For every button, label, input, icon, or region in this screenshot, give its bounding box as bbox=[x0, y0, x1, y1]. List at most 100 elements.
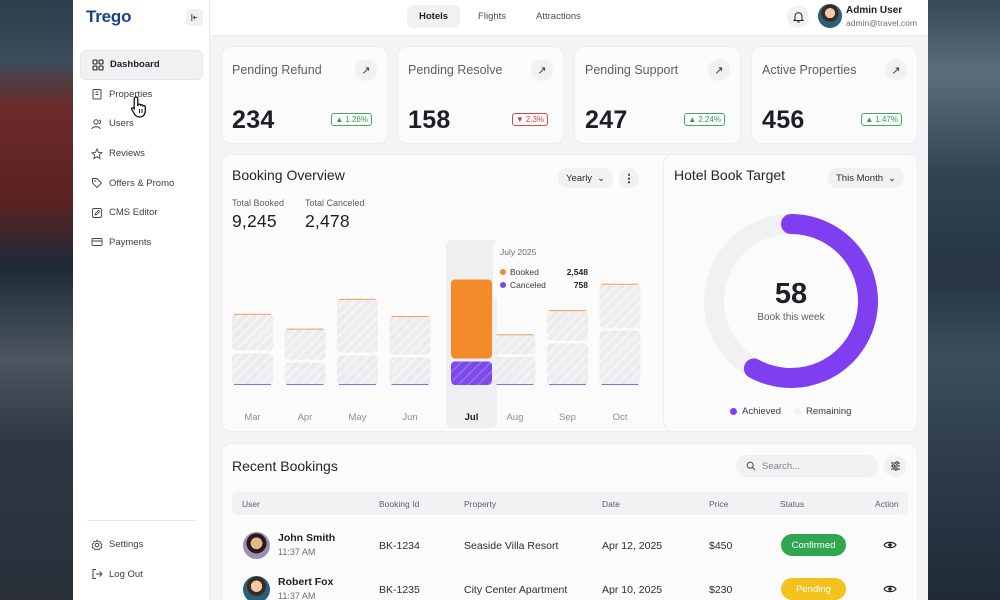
sidebar-item-users[interactable]: Users bbox=[80, 109, 203, 139]
column-header: Date bbox=[602, 499, 620, 509]
arrow-up-right-icon[interactable]: ↗ bbox=[355, 59, 377, 81]
sidebar-item-label: Reviews bbox=[109, 148, 145, 160]
booking-price: $230 bbox=[709, 584, 733, 596]
triangle-up-icon: ▲ bbox=[688, 115, 697, 124]
bar-booked-aug[interactable] bbox=[494, 334, 536, 355]
status-badge: Confirmed bbox=[781, 534, 846, 556]
top-tabs: Hotels Flights Attractions bbox=[407, 5, 593, 28]
bar-booked-may[interactable] bbox=[337, 298, 378, 353]
bar-booked-jun[interactable] bbox=[389, 315, 431, 355]
trend-value: 1.26% bbox=[345, 115, 368, 124]
target-donut-chart bbox=[704, 214, 878, 388]
filter-icon[interactable] bbox=[884, 455, 906, 477]
bar-canceled-jul[interactable] bbox=[451, 361, 492, 385]
avatar[interactable] bbox=[818, 4, 842, 28]
background-right bbox=[928, 0, 1000, 600]
period-dropdown[interactable]: Yearly ⌄ bbox=[558, 168, 614, 188]
tooltip-date: July 2025 bbox=[500, 247, 537, 257]
collapse-sidebar-icon[interactable] bbox=[186, 9, 203, 26]
target-period-dropdown[interactable]: This Month ⌄ bbox=[828, 168, 904, 188]
arrow-up-right-icon[interactable]: ↗ bbox=[531, 59, 553, 81]
star-icon bbox=[90, 147, 103, 160]
bar-booked-jul[interactable] bbox=[451, 279, 492, 359]
table-row[interactable]: John Smith 11:37 AM BK-1234 Seaside Vill… bbox=[232, 526, 908, 570]
bar-canceled-jun[interactable] bbox=[389, 357, 431, 385]
booking-bar-chart: Mar Apr May Jun Jul Aug Sep Oct bbox=[232, 240, 641, 428]
eye-icon[interactable] bbox=[883, 538, 897, 552]
logo[interactable]: Trego bbox=[86, 7, 132, 26]
sidebar-item-payments[interactable]: Payments bbox=[80, 228, 203, 258]
table-row[interactable]: Robert Fox 11:37 AM BK-1235 City Center … bbox=[232, 570, 908, 600]
search-input[interactable] bbox=[762, 460, 862, 472]
trend-value: 2.24% bbox=[698, 115, 721, 124]
stat-title: Pending Refund bbox=[232, 63, 322, 77]
property-name: City Center Apartment bbox=[464, 584, 568, 596]
sidebar-item-dashboard[interactable]: Dashboard bbox=[80, 50, 203, 80]
triangle-up-icon: ▲ bbox=[865, 115, 874, 124]
column-header: Booking Id bbox=[379, 499, 420, 509]
bar-canceled-apr[interactable] bbox=[284, 362, 326, 385]
bar-booked-apr[interactable] bbox=[284, 328, 326, 360]
bar-booked-sep[interactable] bbox=[547, 310, 588, 341]
trend-badge: ▲ 1.47% bbox=[861, 113, 902, 126]
sidebar-item-cms[interactable]: CMS Editor bbox=[80, 198, 203, 228]
trend-badge: ▼ 2.3% bbox=[511, 113, 548, 126]
stat-card-active-properties[interactable]: Active Properties ↗ 456 ▲ 1.47% bbox=[751, 46, 918, 144]
notification-bell-icon[interactable] bbox=[787, 6, 809, 28]
column-header: Status bbox=[780, 499, 805, 509]
tooltip-canceled-row: Canceled bbox=[500, 280, 546, 290]
sidebar-item-label: Log Out bbox=[109, 568, 143, 580]
tooltip-canceled-label: Canceled bbox=[510, 280, 546, 290]
trend-badge: ▲ 2.24% bbox=[684, 113, 725, 126]
sidebar-item-properties[interactable]: Properties bbox=[80, 80, 203, 110]
sidebar-item-label: Users bbox=[109, 118, 134, 130]
search-box[interactable] bbox=[736, 455, 878, 477]
legend-achieved: Achieved bbox=[730, 406, 781, 417]
sidebar: Trego Dashboard Properties Users Reviews bbox=[73, 0, 210, 600]
table-header: User Booking Id Property Date Price Stat… bbox=[232, 492, 908, 515]
sidebar-item-reviews[interactable]: Reviews bbox=[80, 139, 203, 169]
stat-title: Active Properties bbox=[762, 63, 857, 77]
bar-canceled-mar[interactable] bbox=[232, 353, 273, 385]
sidebar-item-label: CMS Editor bbox=[109, 207, 158, 219]
more-options-icon[interactable]: ⋮ bbox=[619, 168, 639, 188]
hotel-book-target-card: Hotel Book Target This Month ⌄ 58 Book t… bbox=[663, 154, 918, 432]
donut-achieved-arc bbox=[743, 214, 878, 388]
stat-card-pending-support[interactable]: Pending Support ↗ 247 ▲ 2.24% bbox=[574, 46, 741, 144]
tag-icon bbox=[90, 177, 103, 190]
legend-achieved-label: Achieved bbox=[742, 406, 782, 417]
grid-icon bbox=[91, 58, 104, 71]
card-icon bbox=[90, 236, 103, 249]
bar-canceled-oct[interactable] bbox=[599, 330, 641, 385]
arrow-up-right-icon[interactable]: ↗ bbox=[885, 59, 907, 81]
period-value: Yearly bbox=[566, 172, 593, 184]
triangle-down-icon: ▼ bbox=[515, 115, 524, 124]
bar-booked-oct[interactable] bbox=[599, 283, 641, 328]
tab-flights[interactable]: Flights bbox=[478, 11, 507, 22]
stat-card-pending-refund[interactable]: Pending Refund ↗ 234 ▲ 1.26% bbox=[221, 46, 388, 144]
eye-icon[interactable] bbox=[883, 582, 897, 596]
stat-value: 247 bbox=[585, 106, 628, 134]
building-icon bbox=[90, 88, 103, 101]
sidebar-item-label: Payments bbox=[109, 236, 152, 248]
tab-attractions[interactable]: Attractions bbox=[536, 11, 581, 22]
legend-remaining-label: Remaining bbox=[806, 406, 852, 417]
sidebar-item-logout[interactable]: Log Out bbox=[80, 560, 203, 590]
stat-card-pending-resolve[interactable]: Pending Resolve ↗ 158 ▼ 2.3% bbox=[397, 46, 564, 144]
recent-bookings-card: Recent Bookings User Booking Id Property… bbox=[221, 443, 918, 600]
tab-hotels[interactable]: Hotels bbox=[407, 5, 461, 28]
bar-canceled-may[interactable] bbox=[337, 355, 378, 385]
bar-canceled-sep[interactable] bbox=[547, 343, 588, 385]
sidebar-item-settings[interactable]: Settings bbox=[80, 530, 203, 560]
sidebar-item-offers[interactable]: Offers & Promo bbox=[80, 168, 203, 198]
target-value: 58 bbox=[774, 278, 808, 310]
chart-tooltip: July 2025 Booked 2,548 Canceled 758 bbox=[493, 242, 591, 299]
bar-canceled-aug[interactable] bbox=[494, 357, 536, 385]
sidebar-item-label: Properties bbox=[109, 88, 153, 100]
bar-booked-mar[interactable] bbox=[232, 313, 273, 351]
x-tick-label: Oct bbox=[613, 412, 628, 423]
arrow-up-right-icon[interactable]: ↗ bbox=[708, 59, 730, 81]
total-booked-value: 9,245 bbox=[232, 211, 277, 231]
achieved-dot bbox=[730, 408, 737, 415]
booking-date: Apr 12, 2025 bbox=[602, 540, 663, 552]
